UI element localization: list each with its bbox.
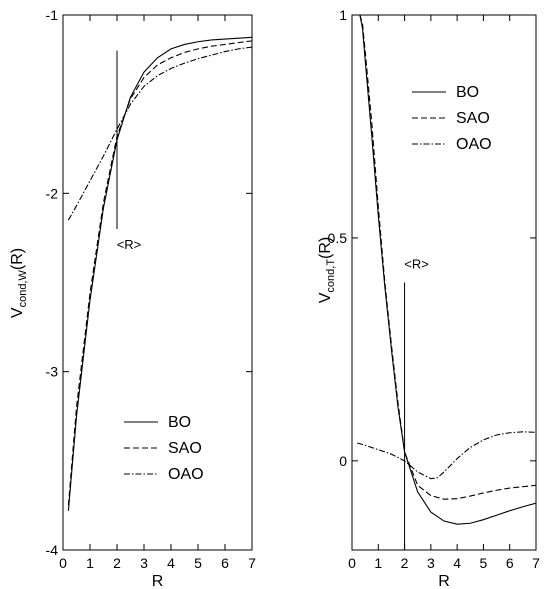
x-tick-label: 2: [113, 555, 121, 571]
legend-label-oao: OAO: [456, 136, 492, 153]
series-line-bo: [359, 15, 536, 525]
series-line-oao: [357, 431, 536, 480]
x-tick-label: 1: [374, 555, 382, 571]
x-tick-label: 2: [401, 555, 409, 571]
series-line-bo: [67, 36, 252, 511]
x-tick-label: 6: [506, 555, 514, 571]
x-tick-label: 0: [348, 555, 356, 571]
legend-label-sao: SAO: [168, 440, 202, 457]
legend-label-bo: BO: [168, 414, 191, 431]
x-tick-label: 0: [59, 555, 67, 571]
x-tick-label: 7: [532, 555, 540, 571]
y-tick-label: 0.5: [328, 230, 348, 246]
y-axis-label: Vcond,W(R): [9, 248, 29, 318]
series-line-oao: [67, 46, 252, 221]
x-tick-label: 7: [248, 555, 256, 571]
x-tick-label: 6: [221, 555, 229, 571]
y-tick-label: -1: [46, 7, 59, 23]
series-line-sao: [67, 40, 252, 506]
legend-label-bo: BO: [456, 84, 479, 101]
x-tick-label: 5: [480, 555, 488, 571]
y-tick-label: 0: [339, 453, 347, 469]
y-tick-label: 1: [339, 7, 347, 23]
x-axis-label: R: [438, 573, 450, 589]
mean-r-label: <R>: [117, 237, 142, 252]
mean-r-label: <R>: [404, 257, 429, 272]
x-tick-label: 5: [194, 555, 202, 571]
y-tick-label: -2: [46, 185, 59, 201]
y-axis-label: Vcond,T(R): [317, 237, 337, 304]
series-line-sao: [359, 15, 536, 500]
x-tick-label: 1: [86, 555, 94, 571]
right-chart-panel: 0 1 2 3 4 5 6 7 0 0.5 1 R Vcond,T(R) <R> BO SAO OAO: [317, 7, 540, 589]
x-tick-label: 4: [453, 555, 461, 571]
plot-frame: [62, 14, 253, 551]
left-chart-panel: 0 1 2 3 4 5 6 7 -4 -3 -2 -1 R Vcond,W(R) <R> BO SAO OAO: [9, 7, 256, 589]
y-tick-label: -4: [46, 542, 59, 558]
x-tick-label: 4: [167, 555, 175, 571]
x-tick-label: 3: [427, 555, 435, 571]
legend-label-oao: OAO: [168, 466, 204, 483]
legend-label-sao: SAO: [456, 110, 490, 127]
plot-frame: [351, 14, 537, 551]
x-axis-label: R: [152, 573, 164, 589]
x-tick-label: 3: [140, 555, 148, 571]
y-tick-label: -3: [46, 364, 59, 380]
